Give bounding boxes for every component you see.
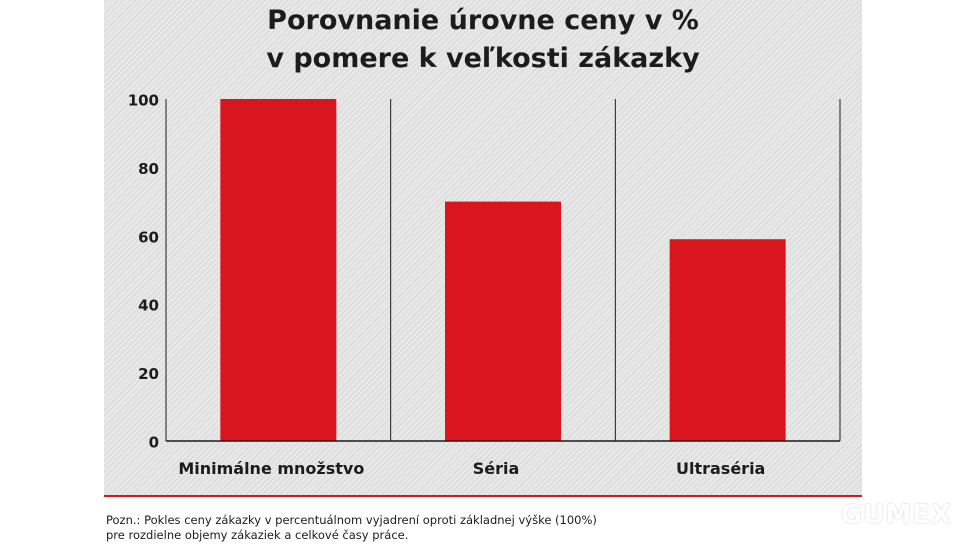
y-tick-label: 40 — [138, 297, 159, 315]
chart-title-line-1: Porovnanie úrovne ceny v % — [267, 5, 699, 36]
bar — [669, 239, 786, 441]
y-tick-label: 80 — [138, 160, 159, 178]
y-tick-label: 60 — [138, 228, 159, 246]
y-tick-label: 20 — [138, 365, 159, 383]
chart-title: Porovnanie úrovne ceny v % v pomere k ve… — [104, 2, 862, 78]
y-tick-label: 0 — [149, 434, 159, 452]
bar — [220, 99, 337, 441]
bar — [445, 201, 561, 441]
footnote-line-2: pre rozdielne objemy zákaziek a celkové … — [106, 528, 409, 542]
chart-title-line-2: v pomere k veľkosti zákazky — [266, 43, 700, 74]
gumex-logo: GUMEX — [840, 500, 952, 530]
accent-divider — [104, 495, 862, 497]
y-tick-label: 100 — [128, 92, 159, 110]
footnote: Pozn.: Pokles ceny zákazky v percentuáln… — [106, 513, 597, 543]
x-category-label: Ultraséria — [676, 459, 765, 478]
x-category-label: Minimálne množstvo — [178, 459, 364, 478]
footnote-line-1: Pozn.: Pokles ceny zákazky v percentuáln… — [106, 513, 597, 527]
x-category-label: Séria — [473, 459, 520, 478]
